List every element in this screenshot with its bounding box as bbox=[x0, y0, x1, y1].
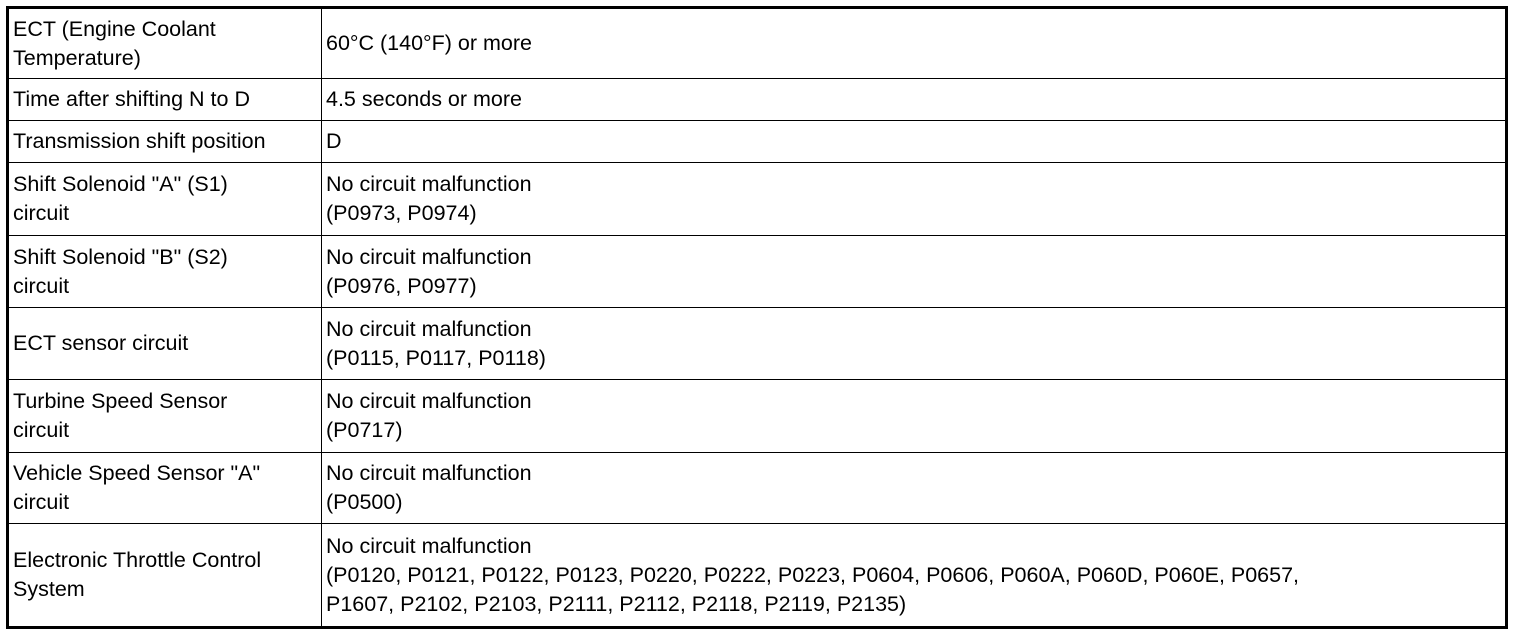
cell-line: (P0120, P0121, P0122, P0123, P0220, P022… bbox=[326, 562, 1300, 587]
cell-line: Electronic Throttle Control bbox=[13, 548, 262, 572]
cell-line: circuit bbox=[13, 418, 70, 442]
table-body: ECT (Engine Coolant Temperature) 60°C (140… bbox=[7, 7, 1507, 628]
condition-item: Shift Solenoid "B" (S2) circuit bbox=[7, 235, 322, 308]
cell-line: Time after shifting N to D bbox=[13, 87, 250, 111]
cell-line: P1607, P2102, P2103, P2111, P2112, P2118… bbox=[326, 591, 907, 616]
cell-line: D bbox=[326, 129, 342, 153]
condition-item: ECT (Engine Coolant Temperature) bbox=[7, 7, 322, 79]
table-row: ECT sensor circuit No circuit malfunction… bbox=[7, 307, 1507, 380]
condition-value: D bbox=[321, 120, 1507, 163]
condition-value: 4.5 seconds or more bbox=[321, 78, 1507, 121]
cell-line: No circuit malfunction bbox=[326, 244, 532, 269]
condition-value: No circuit malfunction (P0500) bbox=[321, 452, 1507, 524]
condition-value: No circuit malfunction (P0973, P0974) bbox=[321, 162, 1507, 236]
conditions-table: ECT (Engine Coolant Temperature) 60°C (140… bbox=[6, 6, 1508, 629]
cell-line: 60°C (140°F) or more bbox=[326, 31, 532, 55]
cell-line: System bbox=[13, 577, 85, 601]
table-row: ECT (Engine Coolant Temperature) 60°C (140… bbox=[7, 7, 1507, 79]
cell-line: circuit bbox=[13, 490, 70, 514]
condition-item: Vehicle Speed Sensor "A" circuit bbox=[7, 452, 322, 524]
condition-value: No circuit malfunction (P0120, P0121, P01… bbox=[321, 523, 1507, 628]
condition-item: Shift Solenoid "A" (S1) circuit bbox=[7, 162, 322, 236]
cell-line: circuit bbox=[13, 273, 70, 298]
table-row: Shift Solenoid "A" (S1) circuit No circuit… bbox=[7, 162, 1507, 236]
cell-line: No circuit malfunction bbox=[326, 389, 532, 413]
cell-line: ECT (Engine Coolant bbox=[13, 16, 216, 41]
cell-line: (P0717) bbox=[326, 418, 403, 442]
condition-value: No circuit malfunction (P0717) bbox=[321, 379, 1507, 453]
condition-value: No circuit malfunction (P0115, P0117, P01… bbox=[321, 307, 1507, 380]
cell-line: Shift Solenoid "B" (S2) bbox=[13, 244, 228, 269]
condition-item: Time after shifting N to D bbox=[7, 78, 322, 121]
cell-line: No circuit malfunction bbox=[326, 172, 532, 196]
table-row: Electronic Throttle Control System No circ… bbox=[7, 523, 1507, 628]
cell-line: ECT sensor circuit bbox=[13, 331, 189, 355]
cell-line: (P0976, P0977) bbox=[326, 273, 477, 298]
cell-line: 4.5 seconds or more bbox=[326, 87, 522, 111]
cell-line: Vehicle Speed Sensor "A" bbox=[13, 461, 261, 485]
cell-line: (P0973, P0974) bbox=[326, 201, 477, 225]
cell-line: No circuit malfunction bbox=[326, 461, 532, 485]
cell-line: No circuit malfunction bbox=[326, 533, 532, 558]
cell-line: Shift Solenoid "A" (S1) bbox=[13, 172, 228, 196]
condition-value: 60°C (140°F) or more bbox=[321, 7, 1507, 79]
condition-item: Turbine Speed Sensor circuit bbox=[7, 379, 322, 453]
table-row: Vehicle Speed Sensor "A" circuit No circui… bbox=[7, 452, 1507, 524]
table-row: Turbine Speed Sensor circuit No circuit ma… bbox=[7, 379, 1507, 453]
cell-line: Temperature) bbox=[13, 45, 141, 70]
table-row: Shift Solenoid "B" (S2) circuit No circuit… bbox=[7, 235, 1507, 308]
cell-line: circuit bbox=[13, 201, 70, 225]
table-row: Time after shifting N to D 4.5 seconds or… bbox=[7, 78, 1507, 121]
cell-line: Turbine Speed Sensor bbox=[13, 389, 228, 413]
cell-line: (P0115, P0117, P0118) bbox=[326, 345, 546, 370]
cell-line: Transmission shift position bbox=[13, 129, 266, 153]
cell-line: (P0500) bbox=[326, 490, 403, 514]
cell-line: No circuit malfunction bbox=[326, 316, 532, 341]
condition-item: ECT sensor circuit bbox=[7, 307, 322, 380]
condition-item: Transmission shift position bbox=[7, 120, 322, 163]
condition-value: No circuit malfunction (P0976, P0977) bbox=[321, 235, 1507, 308]
table-row: Transmission shift position D bbox=[7, 120, 1507, 163]
condition-item: Electronic Throttle Control System bbox=[7, 523, 322, 628]
